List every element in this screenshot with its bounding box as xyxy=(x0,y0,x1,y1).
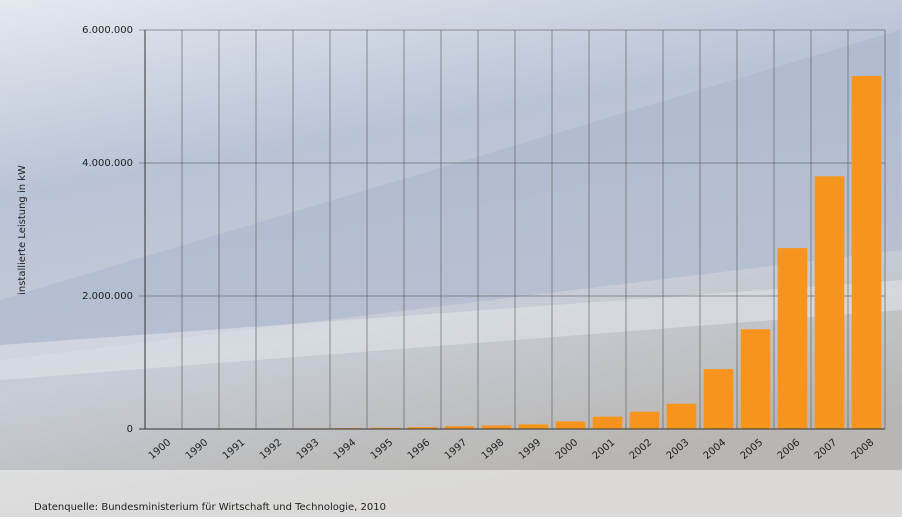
bar xyxy=(741,329,771,429)
source-note: Datenquelle: Bundesministerium für Wirts… xyxy=(34,502,386,513)
bar xyxy=(852,76,882,429)
y-tick-label: 4.000.000 xyxy=(82,158,133,169)
bar xyxy=(593,417,623,429)
bar xyxy=(667,404,697,429)
bar xyxy=(704,369,734,429)
bar xyxy=(519,424,549,429)
bar xyxy=(778,248,808,429)
y-tick-label: 0 xyxy=(127,424,133,435)
bar xyxy=(815,176,845,429)
bar xyxy=(556,421,586,429)
bar xyxy=(482,425,512,429)
y-tick-label: 2.000.000 xyxy=(82,291,133,302)
bar xyxy=(630,412,660,429)
y-tick-label: 6.000.000 xyxy=(82,25,133,36)
y-axis-label: installierte Leistung in kW xyxy=(17,165,28,295)
